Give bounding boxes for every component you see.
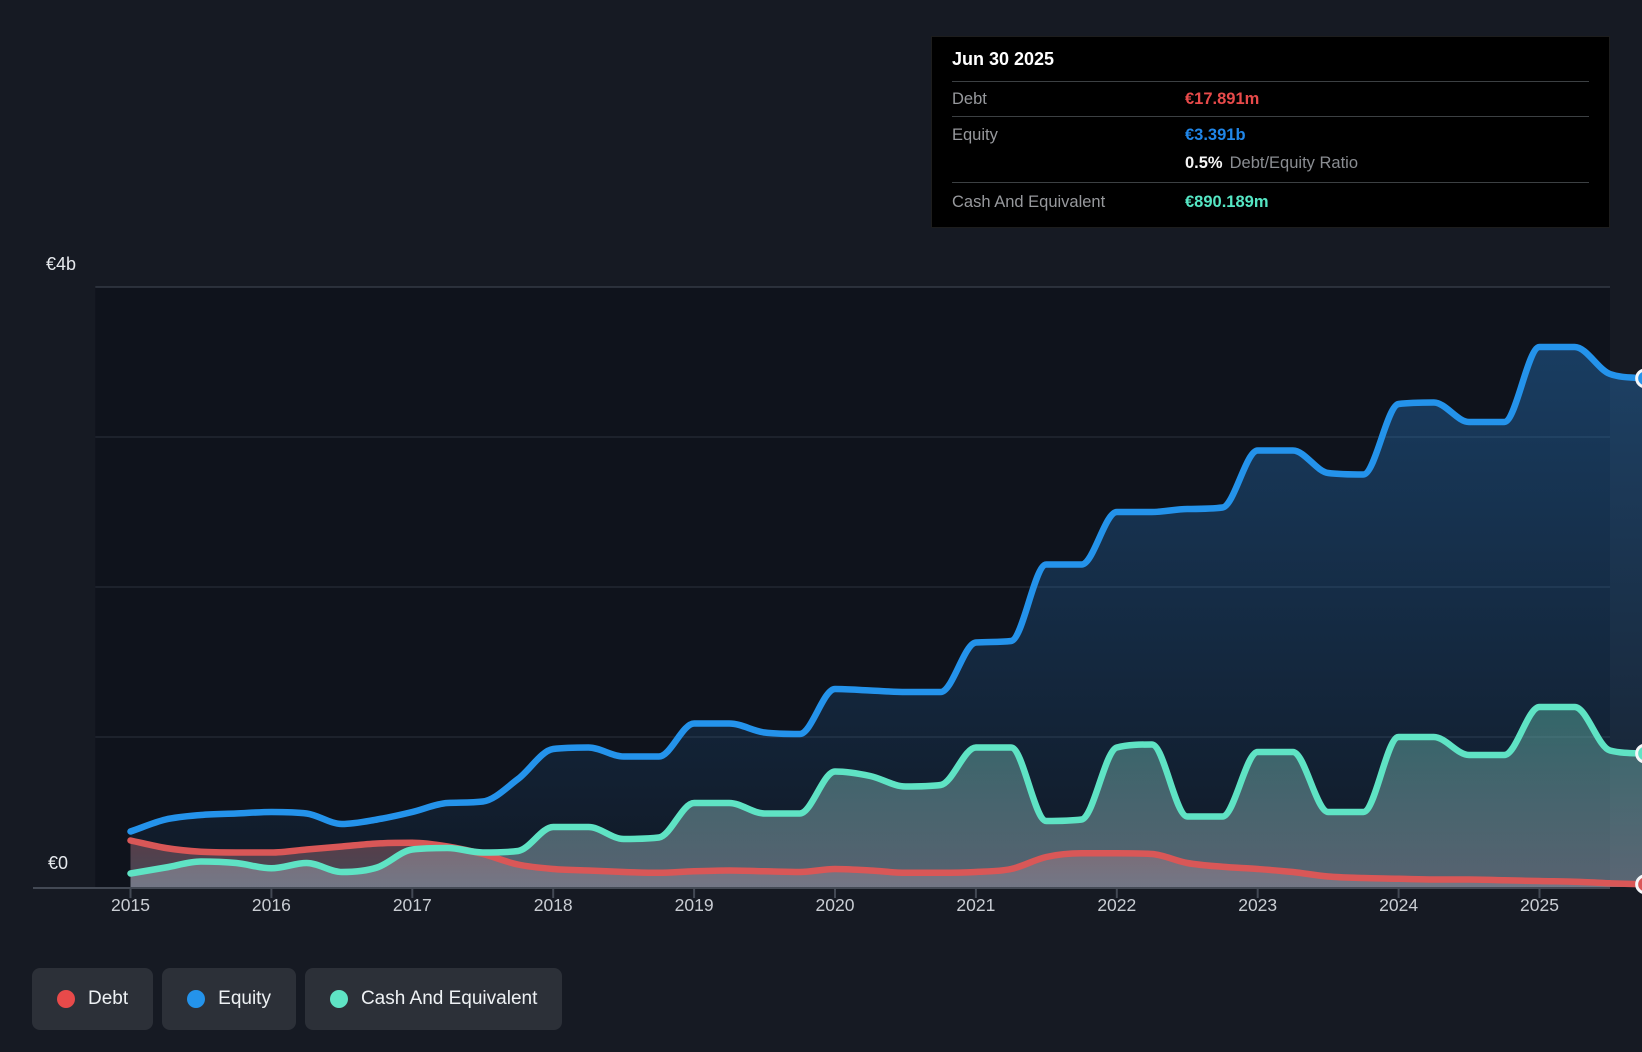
x-label-2017: 2017: [393, 895, 432, 915]
legend-chip-cash[interactable]: Cash And Equivalent: [304, 968, 563, 1030]
tooltip-equity-value: €3.391b: [1185, 125, 1246, 144]
x-label-2022: 2022: [1097, 895, 1136, 915]
x-label-2015: 2015: [111, 895, 150, 915]
x-label-2023: 2023: [1238, 895, 1277, 915]
tooltip-debt-value: €17.891m: [1185, 89, 1260, 108]
tooltip-ratio-label: Debt/Equity Ratio: [1229, 154, 1359, 172]
tooltip-equity-label: Equity: [952, 125, 998, 144]
cash-series-dot-icon: [329, 990, 348, 1008]
tooltip-cash-value: €890.189m: [1185, 192, 1269, 211]
chart-tooltip: Jun 30 2025 Debt €17.891m Equity €3.391b…: [931, 36, 1610, 228]
x-label-2021: 2021: [956, 895, 995, 915]
tooltip-row-cash: Cash And Equivalent €890.189m: [952, 183, 1589, 221]
cash-endpoint-marker[interactable]: [1635, 744, 1642, 763]
x-label-2019: 2019: [675, 895, 714, 915]
debt-endpoint-marker[interactable]: [1635, 874, 1642, 894]
debt-line[interactable]: [127, 837, 1642, 888]
y-label-top: €4b: [46, 254, 76, 274]
legend-debt-label: Debt: [88, 988, 129, 1009]
tooltip-debt-label: Debt: [952, 89, 987, 108]
x-label-2018: 2018: [534, 895, 573, 915]
tooltip-row-debt: Debt €17.891m: [952, 82, 1589, 117]
x-label-2020: 2020: [816, 895, 855, 915]
debt-series-dot-icon: [57, 990, 75, 1008]
equity-series-dot-icon: [187, 990, 206, 1008]
tooltip-row-ratio: 0.5% Debt/Equity Ratio: [952, 149, 1589, 183]
legend-equity-label: Equity: [218, 988, 271, 1009]
legend-chip-debt[interactable]: Debt: [32, 968, 154, 1030]
tooltip-cash-label: Cash And Equivalent: [952, 192, 1106, 211]
x-label-2024: 2024: [1379, 895, 1418, 915]
tooltip-row-equity: Equity €3.391b: [952, 117, 1589, 149]
y-label-zero: €0: [48, 853, 68, 873]
legend-chip-equity[interactable]: Equity: [162, 968, 296, 1030]
equity-line[interactable]: [127, 343, 1642, 835]
cash-line[interactable]: [127, 703, 1642, 877]
tooltip-ratio-value: 0.5%: [1185, 154, 1223, 172]
chart-legend: Debt Equity Cash And Equivalent: [32, 968, 563, 1030]
x-label-2025: 2025: [1520, 895, 1559, 915]
x-label-2016: 2016: [252, 895, 291, 915]
legend-cash-label: Cash And Equivalent: [360, 988, 538, 1009]
debt-area: [130, 840, 1642, 887]
equity-endpoint-marker[interactable]: [1635, 368, 1642, 388]
tooltip-date: Jun 30 2025: [952, 37, 1589, 82]
